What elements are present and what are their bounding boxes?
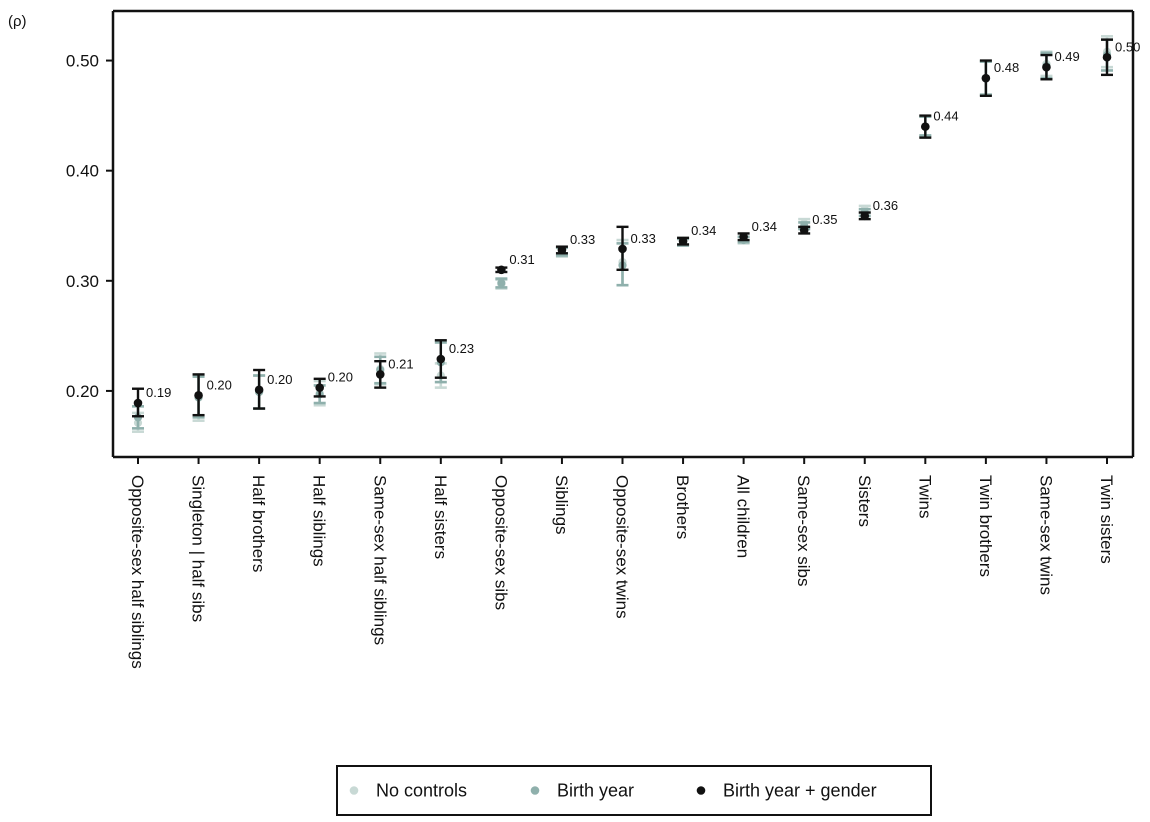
x-category-label: Twin sisters bbox=[1097, 475, 1116, 564]
data-point-series-2 bbox=[618, 244, 627, 254]
legend-box bbox=[336, 765, 932, 816]
data-point-series-2 bbox=[375, 370, 385, 379]
data-point-series-1 bbox=[497, 278, 506, 288]
x-category-label: All children bbox=[734, 475, 753, 558]
y-axis-unit-label: (ρ) bbox=[8, 13, 27, 30]
data-point-series-2 bbox=[1102, 52, 1112, 62]
value-label: 0.49 bbox=[1054, 49, 1079, 64]
data-point-series-2 bbox=[436, 354, 446, 364]
x-category-label: Opposite-sex sibs bbox=[491, 475, 510, 610]
value-label: 0.36 bbox=[873, 198, 898, 213]
legend-label: No controls bbox=[376, 781, 467, 801]
legend-marker bbox=[696, 786, 706, 795]
x-category-label: Opposite-sex half siblings bbox=[128, 475, 147, 669]
value-label: 0.44 bbox=[933, 109, 958, 124]
x-category-label: Half brothers bbox=[249, 475, 268, 572]
data-point-series-2 bbox=[678, 236, 688, 246]
x-category-label: Same-sex twins bbox=[1036, 475, 1055, 595]
x-category-label: Singleton | half sibs bbox=[189, 475, 208, 622]
y-axis: 0.20 0.30 0.40 0.50 bbox=[66, 52, 113, 401]
x-axis: Opposite-sex half siblings Singleton | ha… bbox=[128, 457, 1116, 669]
data-point-series-2 bbox=[557, 245, 567, 255]
value-label: 0.31 bbox=[509, 252, 534, 267]
series-layer bbox=[132, 35, 1113, 433]
x-category-label: Brothers bbox=[673, 475, 692, 539]
value-label: 0.21 bbox=[388, 356, 413, 371]
x-category-label: Half sisters bbox=[431, 475, 450, 559]
data-point-series-2 bbox=[254, 385, 264, 395]
value-label: 0.20 bbox=[267, 372, 292, 387]
value-label: 0.23 bbox=[449, 341, 474, 356]
data-point-series-2 bbox=[799, 225, 809, 235]
x-category-label: Half siblings bbox=[310, 475, 329, 567]
data-point-series-2 bbox=[194, 391, 203, 400]
data-point-series-2 bbox=[739, 232, 748, 242]
series-2 bbox=[132, 38, 1113, 418]
y-tick-label: 0.40 bbox=[66, 162, 99, 181]
value-label: 0.50 bbox=[1115, 39, 1140, 54]
x-category-label: Same-sex half siblings bbox=[370, 475, 389, 645]
value-labels: 0.19 0.20 0.20 0.20 0.21 0.23 0.31 0.33 0.33 0.34… bbox=[146, 39, 1140, 400]
value-label: 0.48 bbox=[994, 60, 1019, 75]
legend-label: Birth year bbox=[557, 781, 634, 801]
y-tick-label: 0.20 bbox=[66, 382, 99, 401]
x-category-label: Siblings bbox=[552, 475, 571, 535]
value-label: 0.33 bbox=[570, 232, 595, 247]
x-category-label: Twin brothers bbox=[976, 475, 995, 577]
legend-label: Birth year + gender bbox=[723, 781, 877, 801]
value-label: 0.33 bbox=[631, 231, 656, 246]
data-point-series-2 bbox=[921, 122, 930, 131]
data-point-series-2 bbox=[315, 383, 324, 392]
legend: No controls Birth year Birth year + gender bbox=[336, 765, 932, 816]
x-category-label: Sisters bbox=[855, 475, 874, 527]
x-category-label: Twins bbox=[915, 475, 934, 518]
value-label: 0.20 bbox=[328, 370, 353, 385]
x-category-label: Opposite-sex twins bbox=[613, 475, 632, 619]
value-label: 0.34 bbox=[691, 223, 716, 238]
data-point-series-2 bbox=[860, 211, 870, 221]
value-label: 0.35 bbox=[812, 212, 837, 227]
x-category-label: Same-sex sibs bbox=[794, 475, 813, 586]
legend-marker bbox=[530, 786, 540, 795]
data-point-series-2 bbox=[1042, 62, 1051, 72]
value-label: 0.34 bbox=[752, 219, 777, 234]
value-label: 0.20 bbox=[207, 377, 232, 392]
y-tick-label: 0.30 bbox=[66, 272, 99, 291]
y-tick-label: 0.50 bbox=[66, 52, 99, 71]
data-point-series-2 bbox=[981, 73, 991, 83]
value-label: 0.19 bbox=[146, 385, 171, 400]
legend-marker bbox=[349, 786, 359, 795]
data-point-series-2 bbox=[133, 398, 143, 408]
data-point-series-2 bbox=[497, 265, 506, 275]
